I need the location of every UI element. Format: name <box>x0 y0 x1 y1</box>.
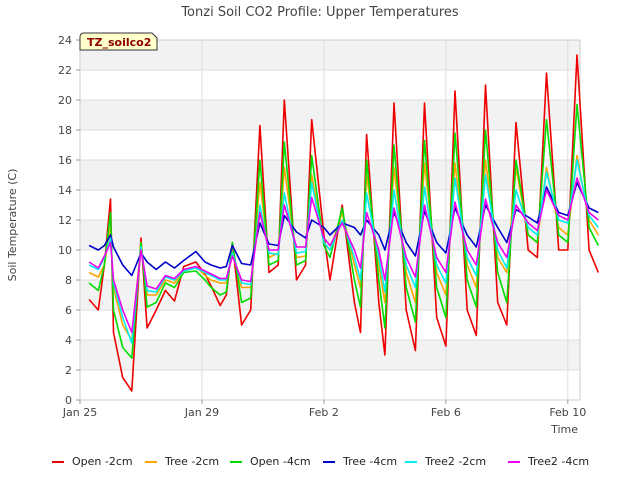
plot-band <box>80 160 580 190</box>
series-line-5 <box>88 159 599 344</box>
x-tick-label: Feb 10 <box>549 406 586 419</box>
y-tick-label: 2 <box>65 364 72 377</box>
y-tick-label: 8 <box>65 274 72 287</box>
station-badge-text: TZ_soilco2 <box>87 36 151 49</box>
y-tick-label: 20 <box>58 94 72 107</box>
y-axis-label: Soil Temperature (C) <box>6 169 19 282</box>
y-tick-label: 4 <box>65 334 72 347</box>
plot-band <box>80 190 580 220</box>
x-tick-labels: Jan 25 Jan 29 Feb 2 Feb 6 Feb 10 <box>62 400 586 419</box>
y-tick-label: 10 <box>58 244 72 257</box>
x-tick-label: Feb 2 <box>309 406 339 419</box>
x-tick-label: Jan 25 <box>62 406 97 419</box>
legend-label: Open -2cm <box>72 455 133 468</box>
series-line-4 <box>88 181 599 277</box>
plot-band <box>80 100 580 130</box>
legend-item: Open -2cm <box>52 455 133 468</box>
legend-item: Tree2 -2cm <box>405 455 486 468</box>
station-badge: TZ_soilco2 <box>79 32 158 51</box>
y-tick-label: 0 <box>65 394 72 407</box>
y-tick-label: 16 <box>58 154 72 167</box>
series-line-6 <box>88 177 599 334</box>
legend-label: Tree2 -4cm <box>527 455 589 468</box>
y-tick-label: 14 <box>58 184 72 197</box>
plot-band <box>80 310 580 340</box>
series-line-1 <box>88 54 600 392</box>
y-tick-label: 12 <box>58 214 72 227</box>
x-axis-label: Time <box>550 423 578 436</box>
plot-band <box>80 40 580 70</box>
plot-band <box>80 370 580 400</box>
legend-label: Open -4cm <box>250 455 311 468</box>
plot-band <box>80 340 580 370</box>
chart-title: Tonzi Soil CO2 Profile: Upper Temperatur… <box>180 5 459 20</box>
plot-background-bands <box>80 40 580 400</box>
y-tick-label: 6 <box>65 304 72 317</box>
plot-band <box>80 130 580 160</box>
legend-label: Tree -4cm <box>342 455 397 468</box>
series-lines <box>88 54 600 392</box>
x-tick-label: Feb 6 <box>431 406 461 419</box>
y-tick-label: 22 <box>58 64 72 77</box>
legend-item: Tree -4cm <box>323 455 397 468</box>
legend-item: Open -4cm <box>230 455 311 468</box>
legend: Open -2cm Tree -2cm Open -4cm Tree -4cm Tree… <box>52 455 589 468</box>
series-line-3 <box>88 103 600 359</box>
y-tick-label: 24 <box>58 34 72 47</box>
x-tick-label: Jan 29 <box>184 406 219 419</box>
legend-item: Tree -2cm <box>145 455 219 468</box>
legend-label: Tree2 -2cm <box>424 455 486 468</box>
legend-label: Tree -2cm <box>164 455 219 468</box>
plot-band <box>80 70 580 100</box>
legend-item: Tree2 -4cm <box>508 455 589 468</box>
y-tick-label: 18 <box>58 124 72 137</box>
